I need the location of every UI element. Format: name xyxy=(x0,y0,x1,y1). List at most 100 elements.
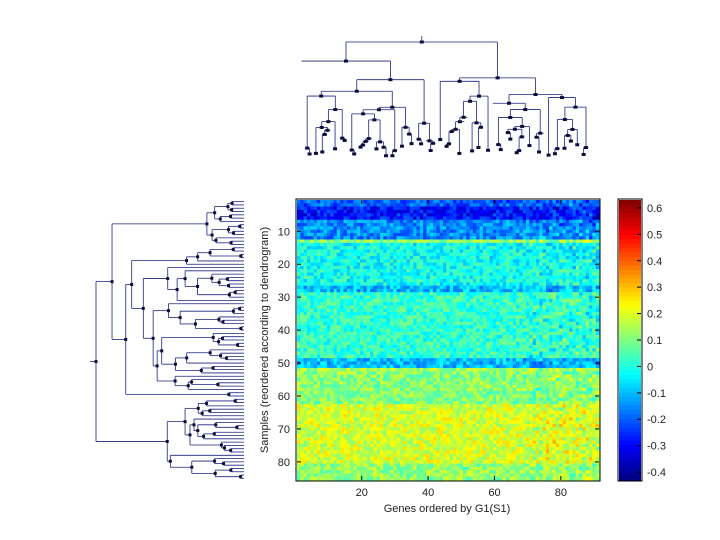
heatmap-cell xyxy=(555,279,560,283)
heatmap-cell xyxy=(436,348,441,353)
heatmap-cell xyxy=(459,232,464,237)
heatmap-cell xyxy=(492,288,497,293)
heatmap-cell xyxy=(356,249,361,254)
heatmap-cell xyxy=(343,239,348,244)
heatmap-cell xyxy=(360,308,364,313)
heatmap-cell xyxy=(579,295,584,300)
heatmap-cell xyxy=(579,256,584,260)
heatmap-cell xyxy=(316,298,321,303)
heatmap-cell xyxy=(529,305,534,310)
heatmap-cell xyxy=(360,295,364,300)
heatmap-cell xyxy=(592,223,597,227)
heatmap-cell xyxy=(376,348,381,353)
heatmap-cell xyxy=(516,259,520,264)
heatmap-cell xyxy=(579,213,584,218)
heatmap-cell xyxy=(572,288,577,293)
dendrogram-node xyxy=(239,254,243,258)
heatmap-cell xyxy=(323,216,328,221)
heatmap-cell xyxy=(373,252,378,257)
heatmap-cell xyxy=(559,354,564,359)
heatmap-cell xyxy=(406,351,411,356)
heatmap-cell xyxy=(462,295,467,300)
heatmap-cell xyxy=(439,249,444,254)
heatmap-cell xyxy=(363,229,368,234)
heatmap-cell xyxy=(482,269,487,274)
heatmap-cell xyxy=(469,282,474,287)
heatmap-cell xyxy=(336,216,341,221)
heatmap-cell xyxy=(512,348,517,353)
heatmap-cell xyxy=(449,203,454,208)
heatmap-cell xyxy=(549,295,554,300)
heatmap-cell xyxy=(456,223,461,227)
heatmap-cell xyxy=(297,292,301,297)
heatmap-cell xyxy=(466,331,471,336)
heatmap-cell xyxy=(575,226,580,231)
heatmap-cell xyxy=(346,216,351,221)
heatmap-cell xyxy=(429,335,434,339)
heatmap-cell xyxy=(559,232,564,237)
heatmap-cell xyxy=(456,338,461,343)
heatmap-cell xyxy=(426,265,431,270)
heatmap-cell xyxy=(373,279,378,283)
heatmap-cell xyxy=(532,246,537,251)
heatmap-cell xyxy=(429,305,434,310)
heatmap-cell xyxy=(360,279,364,283)
heatmap-cell xyxy=(306,354,311,359)
heatmap-cell xyxy=(439,226,444,231)
heatmap-cell xyxy=(476,232,481,237)
heatmap-cell xyxy=(370,354,374,359)
heatmap-cell xyxy=(343,203,348,208)
heatmap-cell xyxy=(565,288,570,293)
heatmap-cell xyxy=(406,246,411,251)
heatmap-cell xyxy=(383,282,388,287)
heatmap-cell xyxy=(310,213,315,218)
dendrogram-node xyxy=(229,214,233,218)
heatmap-cell xyxy=(519,305,524,310)
heatmap-cell xyxy=(323,200,328,204)
heatmap-cell xyxy=(529,279,534,283)
heatmap-cell xyxy=(423,354,428,359)
heatmap-cell xyxy=(525,232,530,237)
heatmap-cell xyxy=(443,249,447,254)
heatmap-cell xyxy=(522,203,527,208)
heatmap-cell xyxy=(343,325,348,330)
heatmap-cell xyxy=(396,318,401,323)
dendrogram-node xyxy=(444,144,449,148)
heatmap-cell xyxy=(320,216,325,221)
heatmap-cell xyxy=(416,236,421,241)
heatmap-cell xyxy=(343,242,348,247)
heatmap-cell xyxy=(343,269,348,274)
heatmap-cell xyxy=(452,325,457,330)
heatmap-cell xyxy=(393,295,398,300)
heatmap-cell xyxy=(549,338,554,343)
heatmap-cell xyxy=(323,206,328,211)
heatmap-cell xyxy=(542,200,547,204)
heatmap-cell xyxy=(565,279,570,283)
heatmap-cell xyxy=(303,295,308,300)
heatmap-cell xyxy=(340,259,345,264)
heatmap-cell xyxy=(399,351,404,356)
heatmap-cell xyxy=(446,308,451,313)
heatmap-cell xyxy=(472,295,477,300)
heatmap-cell xyxy=(333,229,338,234)
heatmap-cell xyxy=(559,318,564,323)
heatmap-cell xyxy=(559,344,564,349)
heatmap-cell xyxy=(552,325,557,330)
heatmap-cell xyxy=(370,338,374,343)
heatmap-cell xyxy=(525,246,530,251)
heatmap-cell xyxy=(350,354,355,359)
heatmap-cell xyxy=(446,302,451,307)
heatmap-cell xyxy=(549,239,554,244)
heatmap-cell xyxy=(545,295,550,300)
heatmap-cell xyxy=(499,259,504,264)
heatmap-cell xyxy=(545,249,550,254)
heatmap-cell xyxy=(416,312,421,316)
heatmap-cell xyxy=(469,206,474,211)
heatmap-cell xyxy=(433,226,437,231)
heatmap-cell xyxy=(512,242,517,247)
heatmap-cell xyxy=(443,219,447,224)
heatmap-cell xyxy=(403,298,408,303)
heatmap-cell xyxy=(297,236,301,241)
heatmap-cell xyxy=(326,315,331,320)
heatmap-cell xyxy=(363,213,368,218)
